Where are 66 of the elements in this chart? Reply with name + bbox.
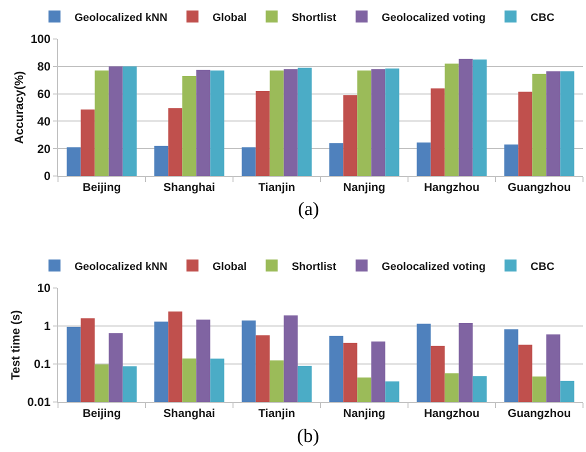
text: (b) [297,426,320,447]
y-tick-label: 20 [37,142,51,156]
y-tick-label: 10 [37,281,51,296]
legend-label: Geolocalized kNN [74,12,168,24]
legend-label: Global [212,260,247,273]
y-tick-label: 0.1 [34,357,51,372]
y-tick-label: 0.01 [27,395,51,410]
bar [154,146,168,176]
x-tick-label: Hangzhou [424,182,480,194]
x-tick-label: Nanjing [343,408,386,420]
bar [560,71,574,176]
y-tick-label: 40 [37,114,51,128]
bar [329,143,344,176]
bar [284,69,298,176]
legend-label: CBC [530,260,554,273]
bar [94,70,109,176]
legend-label: Geolocalized voting [382,12,486,24]
bar [343,95,358,176]
legend-label: CBC [530,12,554,24]
y-tick-label: 0 [44,169,51,184]
x-tick-label: Tianjin [258,408,296,420]
bar [371,69,386,176]
bar [458,58,473,176]
bar [196,70,210,176]
legend-label: Shortlist [292,12,337,24]
bar [168,108,182,176]
bar [270,70,284,176]
bar [546,71,560,176]
bar [518,92,532,176]
bar [66,147,81,176]
legend-label: Geolocalized voting [382,260,486,273]
x-tick-label: Beijing [82,182,121,194]
y-tick-label: 80 [37,60,51,74]
legend-label: Global [212,12,247,24]
bar [532,74,546,176]
y-axis-title: Test time (s) [8,310,23,380]
text: (a) [298,199,320,220]
x-tick-label: Guangzhou [508,182,571,194]
x-tick-label: Beijing [82,408,121,420]
bar [256,91,270,176]
bar [472,60,487,176]
bar [210,70,224,176]
x-tick-label: Hangzhou [424,408,480,420]
x-tick-label: Guangzhou [508,408,571,420]
bar [385,68,400,176]
x-tick-label: Nanjing [343,182,386,194]
x-tick-label: Tianjin [258,182,296,194]
legend-label: Geolocalized kNN [74,260,168,273]
x-tick-label: Shanghai [163,408,216,420]
bar [504,144,518,176]
bar [80,110,95,176]
bar [357,70,372,176]
bar [444,64,459,176]
bar [182,76,196,176]
bar [430,88,445,176]
y-axis-title: Accuracy(%) [12,71,26,144]
bar [242,147,256,176]
bar [416,142,431,176]
y-tick-label: 100 [30,32,51,46]
bar [298,68,312,176]
legend-label: Shortlist [292,260,337,273]
bar [122,66,137,176]
y-tick-label: 60 [37,87,51,101]
y-tick-label: 1 [44,319,51,334]
x-tick-label: Shanghai [163,182,216,194]
bar [108,66,123,176]
